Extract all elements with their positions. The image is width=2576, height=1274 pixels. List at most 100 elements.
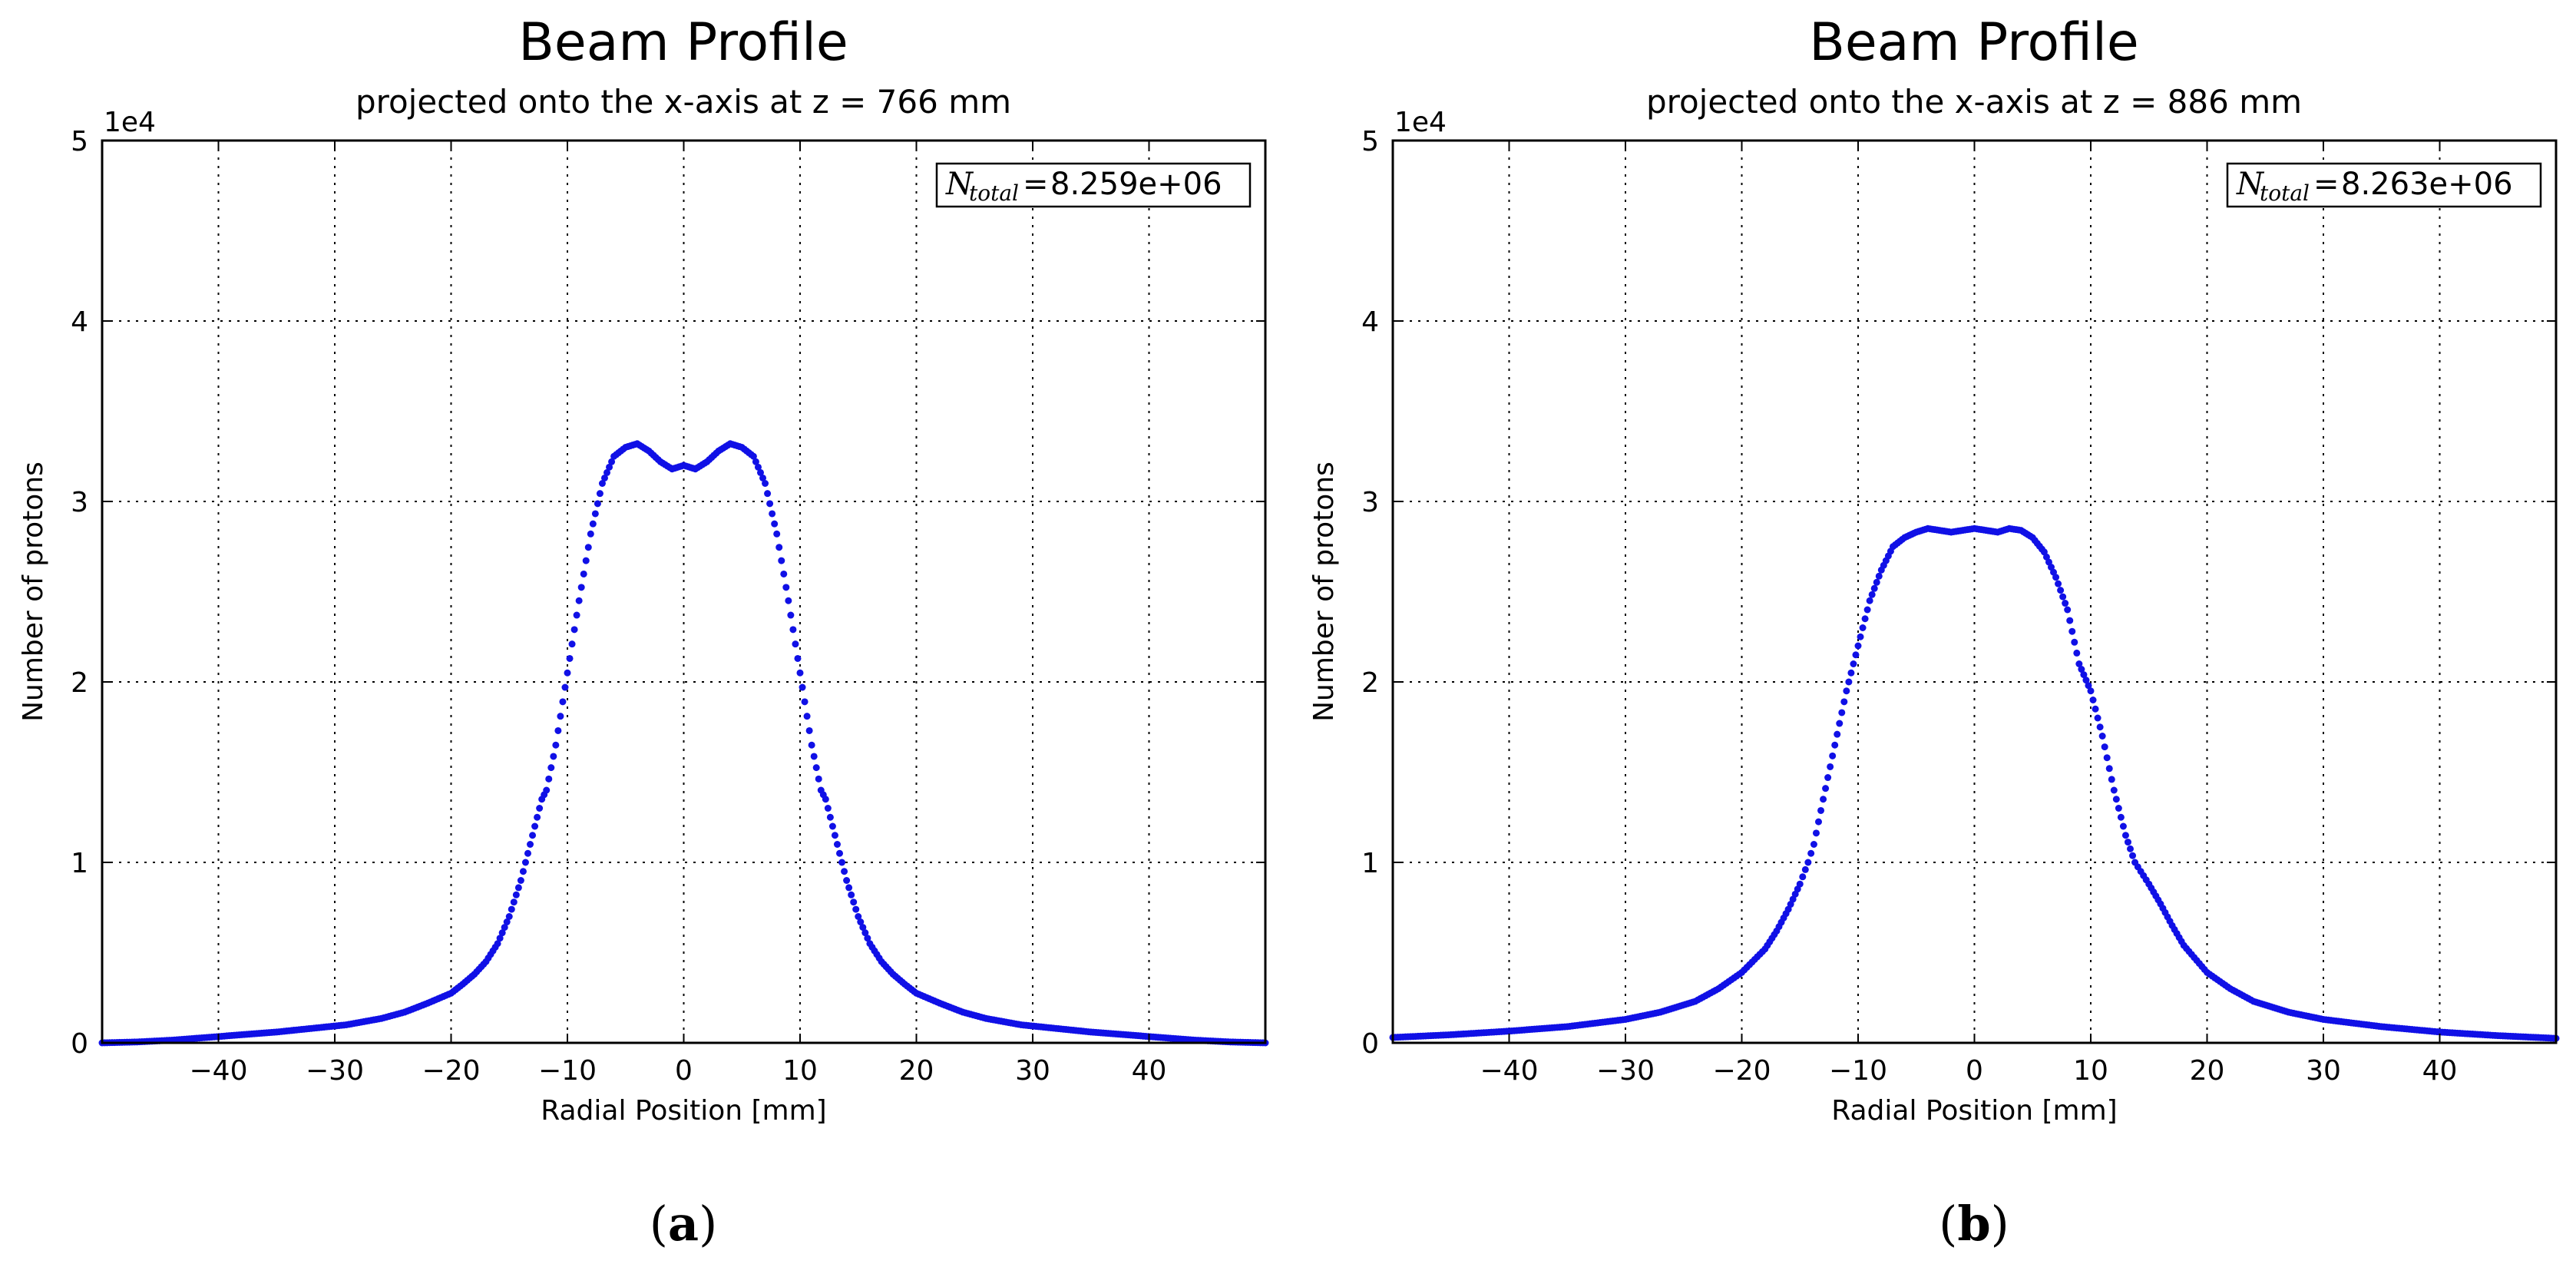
- data-point: [773, 530, 781, 538]
- x-tick-label: −20: [1713, 1055, 1771, 1087]
- data-point: [2085, 682, 2092, 690]
- data-point: [2098, 733, 2106, 740]
- y-tick-label: 1: [1361, 848, 1379, 879]
- x-tick-label: 10: [2073, 1055, 2108, 1087]
- data-point: [2117, 813, 2125, 821]
- data-point: [1822, 785, 1830, 793]
- data-point: [534, 813, 541, 821]
- y-tick-label: 2: [71, 667, 88, 699]
- data-point: [606, 463, 613, 471]
- data-point: [857, 918, 865, 926]
- data-point: [510, 898, 518, 906]
- y-tick-label: 5: [1361, 126, 1379, 157]
- data-point: [1827, 763, 1834, 770]
- data-point: [794, 654, 802, 662]
- data-point: [531, 822, 539, 830]
- data-point: [789, 626, 797, 634]
- data-point: [596, 490, 603, 498]
- data-point: [2057, 587, 2065, 594]
- data-point: [591, 510, 599, 518]
- data-point: [2119, 822, 2127, 830]
- data-point: [749, 452, 757, 460]
- data-point: [505, 913, 513, 920]
- data-point: [2127, 845, 2135, 852]
- panel-label: (a): [650, 1196, 718, 1252]
- annotation-subscript: total: [969, 180, 1019, 206]
- data-point: [570, 626, 578, 634]
- data-point: [843, 877, 851, 884]
- data-point: [803, 713, 811, 720]
- x-tick-label: −20: [422, 1055, 481, 1087]
- data-point: [799, 683, 806, 691]
- y-axis-label: Number of protons: [1308, 462, 1340, 722]
- chart-panel-a: Beam Profile projected onto the x-axis at…: [18, 12, 1269, 1252]
- data-point: [771, 520, 779, 528]
- data-point: [792, 640, 799, 648]
- data-point: [1854, 642, 1862, 650]
- data-point: [762, 480, 769, 487]
- data-point: [1859, 624, 1867, 631]
- chart-subtitle: projected onto the x-axis at z = 766 mm: [355, 83, 1011, 121]
- x-tick-label: 0: [1966, 1055, 1983, 1087]
- data-point: [769, 510, 776, 518]
- data-point: [1804, 859, 1812, 866]
- data-point: [1863, 606, 1871, 614]
- data-point: [498, 929, 506, 937]
- data-point: [2103, 754, 2111, 762]
- data-point: [603, 468, 611, 476]
- data-point: [2129, 852, 2137, 859]
- data-point: [580, 570, 587, 577]
- data-point: [2064, 606, 2072, 614]
- data-point: [1814, 818, 1822, 826]
- data-point: [1812, 829, 1820, 837]
- y-tick-label: 3: [1361, 487, 1379, 518]
- data-point: [501, 924, 508, 932]
- data-point: [517, 877, 524, 884]
- annotation-symbol: N: [2236, 167, 2265, 202]
- data-point: [2059, 593, 2067, 601]
- data-point: [566, 654, 574, 662]
- data-point: [1829, 752, 1837, 759]
- data-point: [861, 929, 869, 937]
- y-tick-label: 0: [1361, 1028, 1379, 1060]
- data-point: [2066, 617, 2074, 624]
- panel-label-letter: a: [668, 1196, 699, 1252]
- data-point: [529, 832, 537, 839]
- data-point: [752, 458, 759, 465]
- data-point: [1850, 660, 1857, 667]
- data-point: [521, 859, 529, 866]
- data-point: [1847, 669, 1855, 677]
- data-point: [2110, 786, 2118, 794]
- data-point: [756, 468, 764, 476]
- data-point: [1843, 687, 1850, 695]
- data-point: [1868, 591, 1876, 598]
- data-point: [584, 544, 592, 551]
- data-point: [503, 918, 511, 926]
- data-point: [545, 775, 553, 783]
- y-offset-label: 1e4: [1394, 107, 1447, 138]
- data-point: [1838, 709, 1846, 716]
- data-point: [589, 520, 597, 528]
- annotation-subscript: total: [2260, 180, 2310, 206]
- data-point: [2052, 574, 2060, 581]
- x-tick-label: −40: [190, 1055, 248, 1087]
- data-point: [587, 530, 594, 538]
- annotation-equals: =: [2313, 167, 2340, 202]
- data-point: [810, 753, 818, 760]
- data-point: [2089, 697, 2097, 703]
- data-point: [536, 805, 544, 812]
- data-point: [782, 584, 790, 591]
- data-point: [2101, 743, 2108, 751]
- data-point: [600, 474, 608, 481]
- data-point: [822, 796, 829, 803]
- data-point: [1801, 865, 1809, 873]
- data-point: [766, 500, 774, 508]
- data-point: [864, 935, 871, 942]
- data-point: [2121, 832, 2129, 839]
- data-point: [1875, 572, 1883, 580]
- data-point: [2080, 671, 2088, 679]
- data-point: [850, 898, 858, 906]
- x-tick-label: −10: [538, 1055, 597, 1087]
- data-point: [812, 764, 820, 772]
